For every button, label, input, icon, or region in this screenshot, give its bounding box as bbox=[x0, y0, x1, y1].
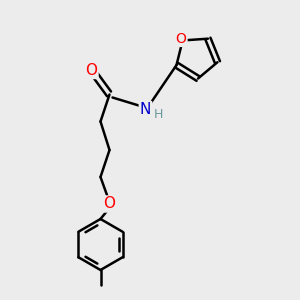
Text: N: N bbox=[140, 102, 151, 117]
Text: O: O bbox=[176, 32, 187, 46]
Text: O: O bbox=[85, 63, 98, 78]
Text: H: H bbox=[153, 108, 163, 122]
Text: O: O bbox=[103, 196, 116, 211]
